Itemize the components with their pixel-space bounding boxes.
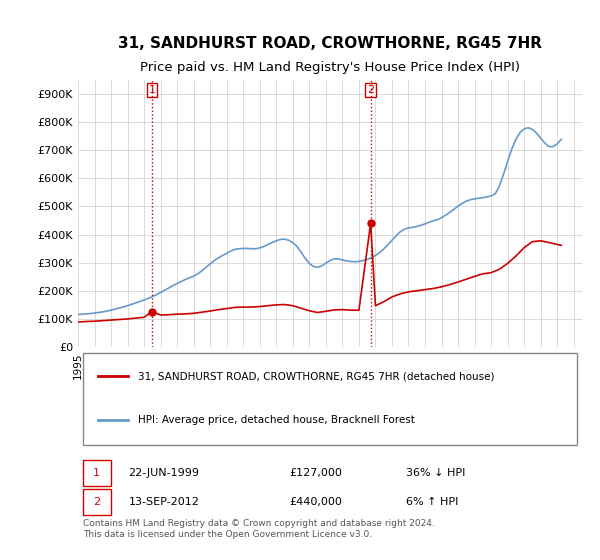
Text: £440,000: £440,000 [290, 497, 343, 507]
Text: 1: 1 [93, 468, 100, 478]
Text: 2: 2 [367, 85, 374, 95]
Text: 13-SEP-2012: 13-SEP-2012 [128, 497, 199, 507]
Text: 36% ↓ HPI: 36% ↓ HPI [406, 468, 465, 478]
Text: Contains HM Land Registry data © Crown copyright and database right 2024.
This d: Contains HM Land Registry data © Crown c… [83, 519, 435, 539]
Text: 6% ↑ HPI: 6% ↑ HPI [406, 497, 458, 507]
Text: 1: 1 [148, 85, 155, 95]
Text: £127,000: £127,000 [290, 468, 343, 478]
FancyBboxPatch shape [83, 353, 577, 445]
FancyBboxPatch shape [83, 460, 111, 486]
Text: 31, SANDHURST ROAD, CROWTHORNE, RG45 7HR: 31, SANDHURST ROAD, CROWTHORNE, RG45 7HR [118, 36, 542, 51]
Text: 2: 2 [93, 497, 100, 507]
Text: HPI: Average price, detached house, Bracknell Forest: HPI: Average price, detached house, Brac… [139, 414, 415, 424]
FancyBboxPatch shape [83, 489, 111, 515]
Text: 22-JUN-1999: 22-JUN-1999 [128, 468, 199, 478]
Text: Price paid vs. HM Land Registry's House Price Index (HPI): Price paid vs. HM Land Registry's House … [140, 62, 520, 74]
Text: 31, SANDHURST ROAD, CROWTHORNE, RG45 7HR (detached house): 31, SANDHURST ROAD, CROWTHORNE, RG45 7HR… [139, 371, 495, 381]
